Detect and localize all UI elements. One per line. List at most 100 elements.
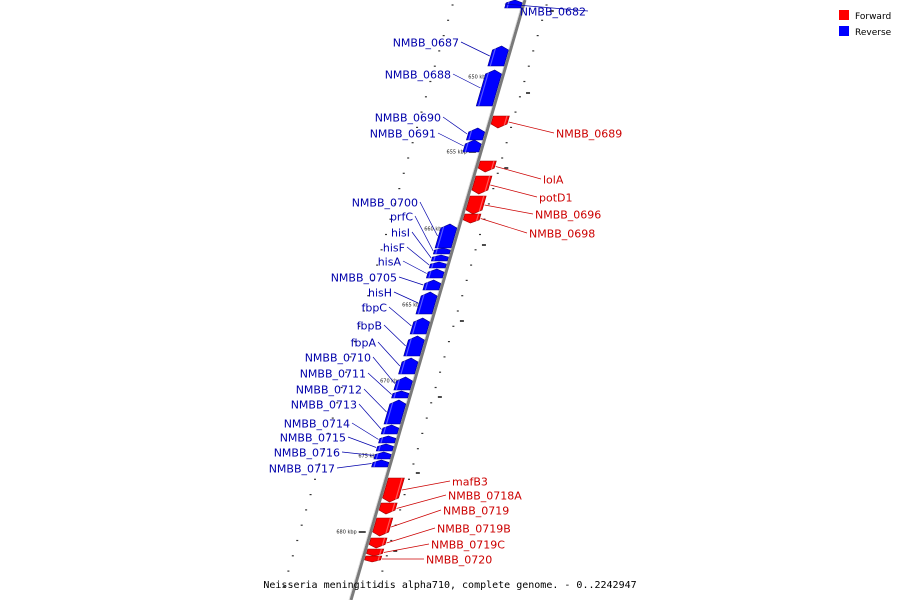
gene-label-potd1: potD1 <box>539 192 573 205</box>
gene-label-nmbb-0688: NMBB_0688 <box>385 69 451 82</box>
gene-block-fbpc <box>409 317 430 335</box>
gene-shade <box>489 45 497 67</box>
gene-block-nmbb-0689 <box>490 115 510 129</box>
gene-label-nmbb-0715: NMBB_0715 <box>280 432 346 445</box>
gene-shade <box>378 548 382 557</box>
label-line-nmbb-0682 <box>504 3 589 12</box>
genome-caption: Neisseria meningitidis alpha710, complet… <box>263 580 636 591</box>
tick-label: 670 kbp <box>380 379 400 385</box>
gene-block-mafb3 <box>382 477 405 503</box>
gene-shade <box>464 139 470 153</box>
legend-forward-label: Forward <box>855 12 891 22</box>
label-line-nmbb-0714 <box>351 422 379 440</box>
gene-shade <box>384 517 391 537</box>
gene-block-nmbb-0716 <box>373 451 392 460</box>
gene-shade <box>405 335 413 357</box>
gene-block-nmbb-0688 <box>475 69 502 107</box>
gene-block-nmbb-0719 <box>372 517 394 537</box>
gene-label-nmbb-0719b: NMBB_0719B <box>437 523 511 536</box>
gene-label-nmbb-0711: NMBB_0711 <box>300 368 366 381</box>
label-line-nmbb-0717 <box>336 463 372 469</box>
gene-block-nmbb-0719c <box>366 548 385 557</box>
gene-block-nmbb-0705 <box>422 279 442 291</box>
label-line-hish <box>393 291 419 304</box>
gene-block-hisf <box>428 261 447 269</box>
label-line-fbpb <box>383 324 406 347</box>
label-line-nmbb-0715 <box>347 436 377 448</box>
gene-shade <box>390 502 396 515</box>
gene-label-fbpc: fbpC <box>361 302 387 315</box>
gene-label-mafb3: mafB3 <box>452 476 488 489</box>
gene-shade <box>395 376 401 391</box>
label-line-nmbb-0688 <box>452 73 481 89</box>
gene-block-fbpa <box>398 357 419 375</box>
gene-label-nmbb-0698: NMBB_0698 <box>529 228 595 241</box>
gene-shade <box>424 279 429 291</box>
gene-block-nmbb-0687 <box>487 45 509 67</box>
gene-shade <box>435 247 439 255</box>
gene-shade <box>377 555 380 563</box>
gene-label-nmbb-0690: NMBB_0690 <box>375 112 441 125</box>
minor-ticks <box>282 4 554 588</box>
gene-label-nmbb-0687: NMBB_0687 <box>393 37 459 50</box>
tick-label: 655 kbp <box>447 150 467 156</box>
gene-block-potd1 <box>471 175 493 195</box>
gene-label-prfc: prfC <box>390 211 413 224</box>
label-line-nmbb-0712 <box>363 388 387 413</box>
gene-label-nmbb-0719: NMBB_0719 <box>443 505 509 518</box>
gene-shade <box>381 537 386 549</box>
gene-shade <box>431 261 434 269</box>
gene-shade <box>468 127 473 141</box>
gene-label-nmbb-0689: NMBB_0689 <box>556 128 622 141</box>
gene-label-hisf: hisF <box>383 242 405 255</box>
label-line-nmbb-0711 <box>367 372 392 395</box>
label-line-nmbb-0705 <box>398 276 424 286</box>
label-line-mafb3 <box>401 480 451 491</box>
tick-label: 680 kbp <box>336 530 356 536</box>
gene-shade <box>378 443 382 452</box>
gene-block-nmbb-0712 <box>383 399 407 425</box>
gene-label-nmbb-0700: NMBB_0700 <box>352 197 418 210</box>
gene-block-nmbb-0719b <box>368 537 388 549</box>
gene-labels: NMBB_0682 NMBB_0687 NMBB_0688 NMBB_0689 NMBB… <box>269 6 623 567</box>
gene-block-nmbb-0718a <box>378 502 398 515</box>
gene-block-hisa <box>425 268 445 279</box>
label-line-lola <box>495 166 542 180</box>
gene-label-nmbb-0719c: NMBB_0719C <box>431 539 505 552</box>
gene-label-nmbb-0712: NMBB_0712 <box>296 384 362 397</box>
gene-shade <box>436 223 446 249</box>
gene-label-hish: hisH <box>368 287 392 300</box>
gene-block-nmbb-0720 <box>364 555 383 563</box>
gene-block-nmbb-0715 <box>375 443 394 452</box>
gene-label-nmbb-0710: NMBB_0710 <box>305 352 371 365</box>
label-line-nmbb-0719b <box>386 527 436 544</box>
gene-shade <box>478 69 490 107</box>
gene-shade <box>400 357 407 375</box>
label-line-potd1 <box>490 184 538 198</box>
gene-shade <box>382 424 387 435</box>
gene-label-nmbb-0717: NMBB_0717 <box>269 463 335 476</box>
gene-label-fbpa: fbpA <box>351 337 377 350</box>
gene-block-nmbb-0698 <box>462 213 482 224</box>
label-line-nmbb-0696 <box>484 204 534 215</box>
gene-label-nmbb-0714: NMBB_0714 <box>284 418 350 431</box>
gene-block-hish <box>415 291 438 315</box>
gene-shade <box>433 254 437 262</box>
gene-label-nmbb-0713: NMBB_0713 <box>291 399 357 412</box>
gene-label-nmbb-0705: NMBB_0705 <box>331 272 397 285</box>
gene-block-nmbb-0682 <box>504 0 523 9</box>
tick-label: 665 kbp <box>402 303 422 309</box>
legend-reverse-label: Reverse <box>855 28 892 38</box>
label-line-nmbb-0713 <box>358 403 382 430</box>
gene-label-hisa: hisA <box>378 256 402 269</box>
gene-shade <box>477 195 485 215</box>
label-line-fbpa <box>377 341 401 367</box>
label-line-hisi <box>411 231 432 259</box>
gene-shade <box>393 390 397 399</box>
gene-block-nmbb-0717 <box>371 459 390 468</box>
gene-label-nmbb-0691: NMBB_0691 <box>370 128 436 141</box>
gene-block-nmbb-0713 <box>380 424 400 435</box>
label-line-fbpc <box>388 306 412 327</box>
label-line-prfc <box>414 215 434 252</box>
